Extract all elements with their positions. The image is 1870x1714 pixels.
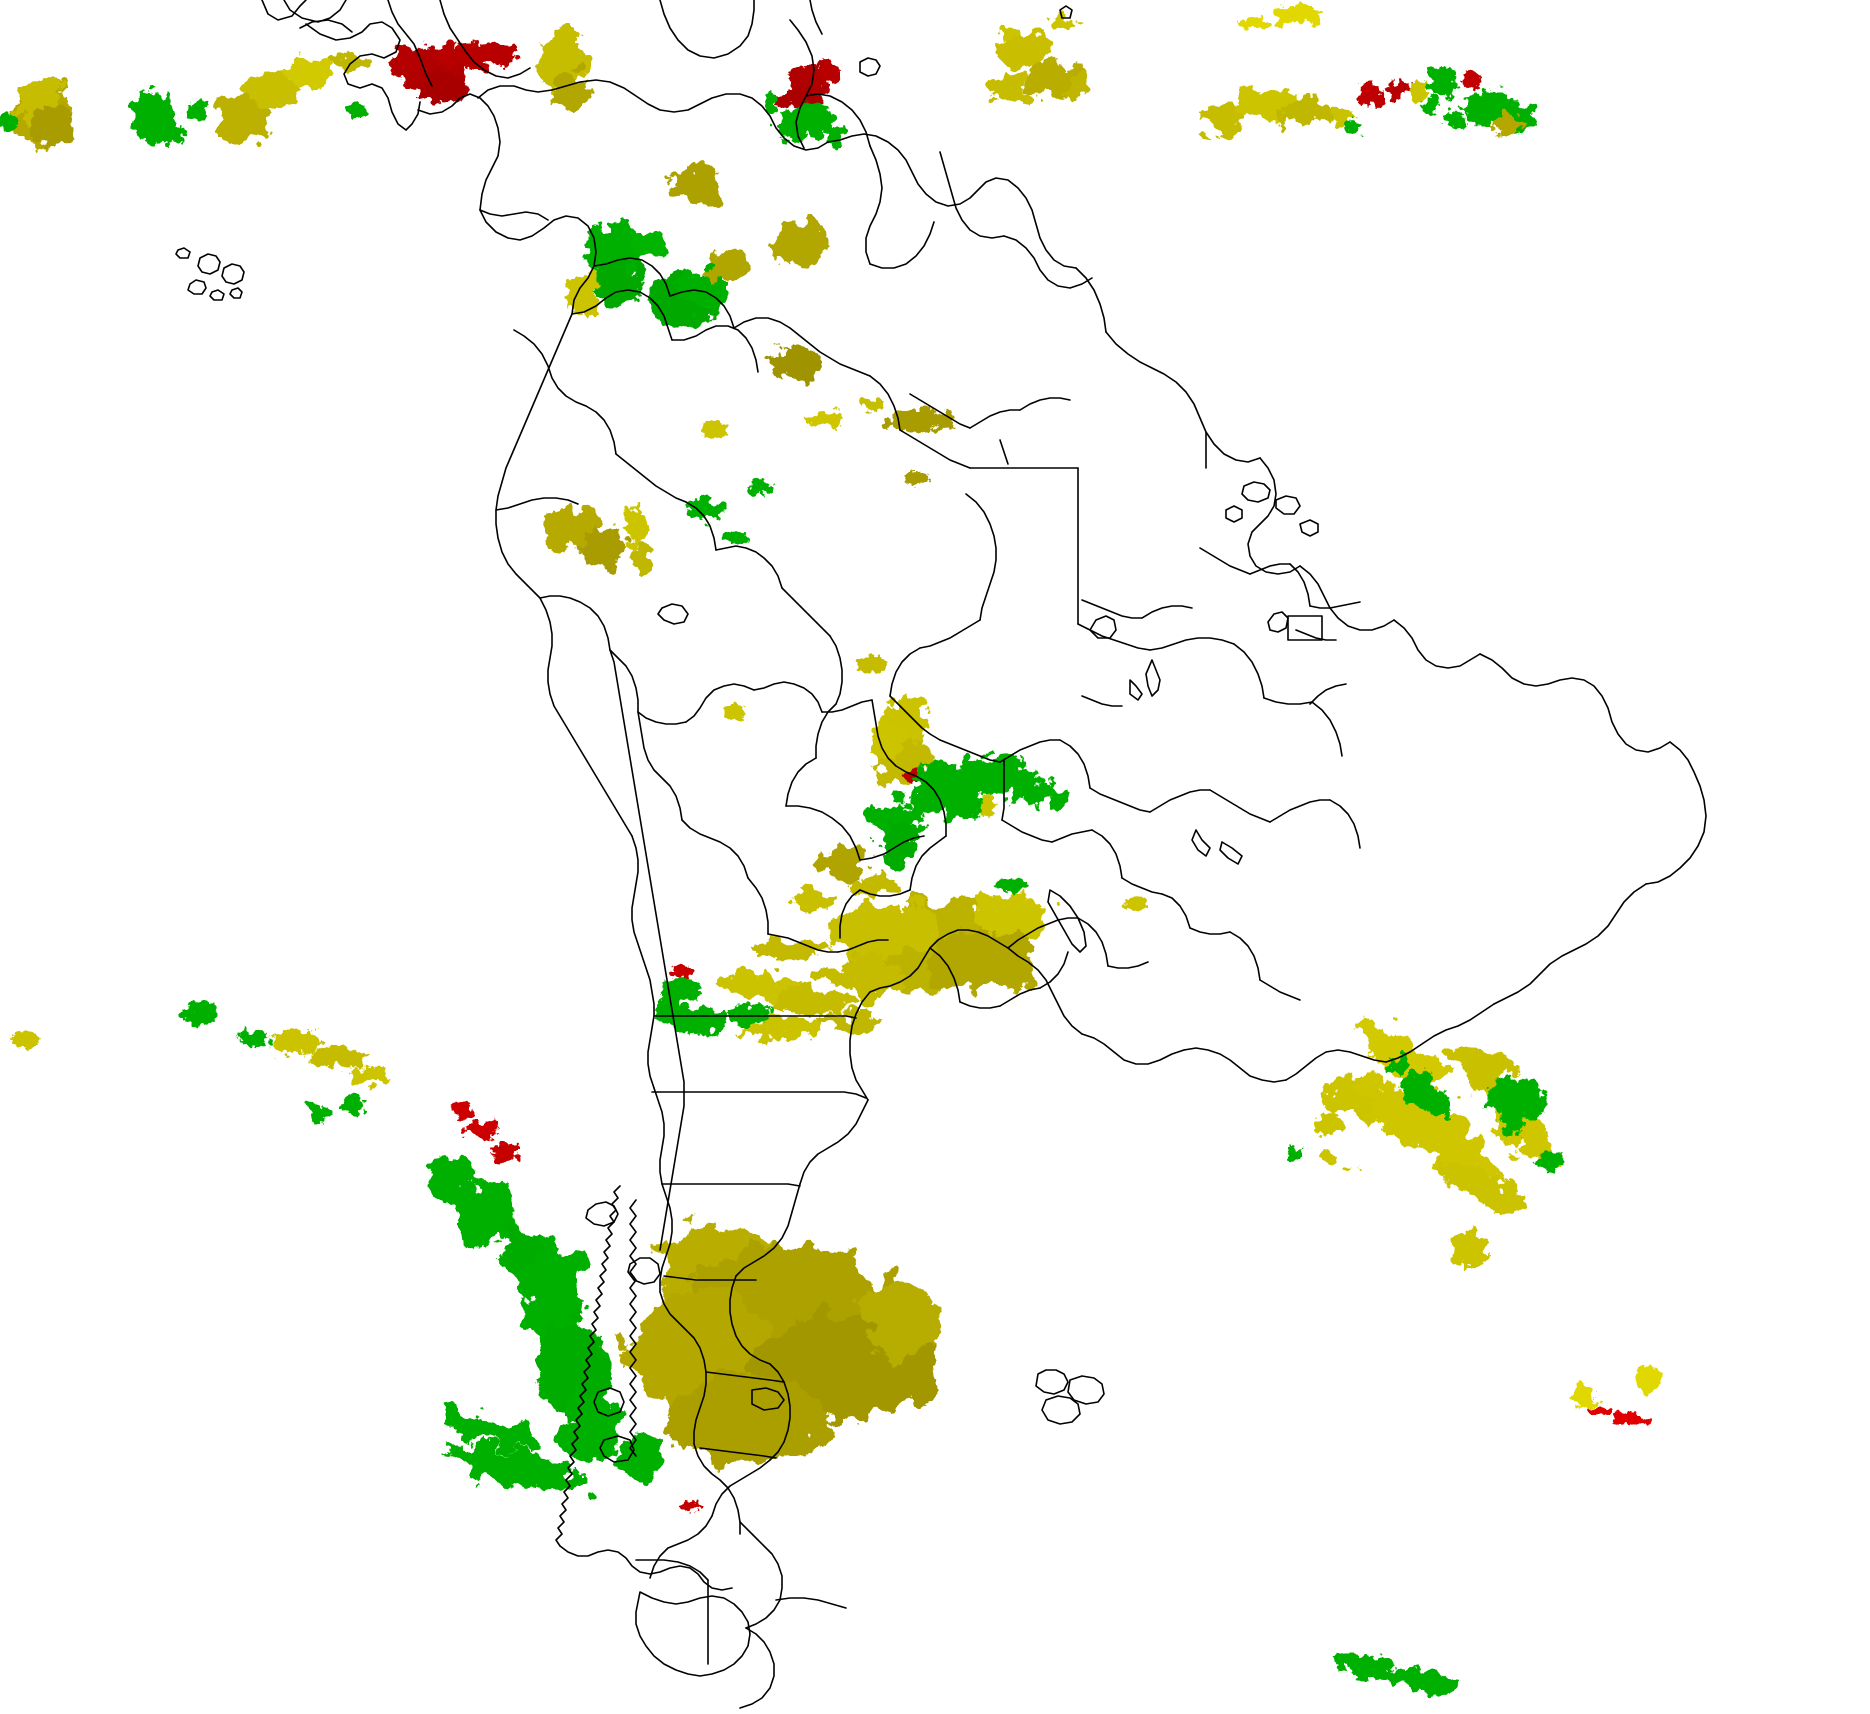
olive-patch-peru-andes bbox=[542, 508, 651, 574]
green-patch-magellan bbox=[433, 1405, 666, 1495]
olive-patch-atlantic-sb-dot bbox=[1123, 896, 1149, 910]
olive-patch-atlantic-ne-1 bbox=[1199, 89, 1354, 133]
red-patch-chile-band bbox=[450, 1102, 519, 1161]
olive-patch-se-atlantic-lower bbox=[1316, 1116, 1490, 1269]
olive-patch-north-amazon bbox=[772, 221, 828, 265]
green-patch-venezuela bbox=[765, 92, 845, 146]
red-patch-venezuela bbox=[776, 60, 838, 106]
olive-patch-amazonas-2 bbox=[806, 397, 954, 432]
olive-patch-caribbean-north bbox=[990, 18, 1090, 101]
olive-patch-santa-catarina-dot bbox=[981, 795, 995, 817]
olive-patch-pacific-nw-chain bbox=[216, 53, 361, 144]
red-patch-panama-colombia bbox=[392, 42, 517, 104]
olive-patch-guyana bbox=[673, 165, 721, 205]
red-patch-tierra-del-fuego bbox=[679, 1501, 701, 1511]
olive-patch-colombia-north bbox=[541, 28, 589, 106]
green-patch-parana-big bbox=[914, 757, 1066, 820]
olive-patch-pampas-bands bbox=[718, 938, 875, 1039]
green-patch-panama-dot bbox=[347, 103, 367, 117]
green-patch-rondonia bbox=[688, 479, 771, 543]
green-patch-pacific-west bbox=[0, 89, 207, 145]
olive-patch-mato-grosso bbox=[856, 656, 888, 672]
olive-patch-para bbox=[904, 471, 932, 485]
green-patch-santa-catarina bbox=[994, 877, 1026, 893]
green-patch-pampas-1 bbox=[656, 980, 770, 1034]
red-patch-pampas bbox=[669, 966, 693, 978]
green-patch-pacific-sw-2 bbox=[239, 1029, 368, 1114]
olive-patch-top-right-edge bbox=[1241, 4, 1322, 30]
red-patch-atlantic-ne-2 bbox=[1462, 71, 1482, 89]
patch-layer bbox=[0, 4, 1658, 1695]
green-patch-atlantic-ne-1 bbox=[1344, 66, 1457, 135]
olive-patch-atlantic-ne-small bbox=[1409, 81, 1427, 103]
green-patch-patagonia-fjords bbox=[523, 1245, 618, 1465]
olive-patch-corrientes bbox=[792, 845, 900, 909]
olive-patch-atlantic-ne-3 bbox=[1494, 115, 1522, 135]
boundary-layer bbox=[176, 0, 1706, 1708]
green-patch-se-atlantic-1 bbox=[1388, 1057, 1451, 1119]
olive-patch-pacific-sw-dot bbox=[11, 1031, 39, 1049]
green-patch-bottom-right bbox=[1335, 1652, 1458, 1695]
olive-patch-roraima bbox=[706, 249, 754, 283]
red-patch-atlantic-ne-1 bbox=[1357, 79, 1411, 107]
olive-patch-acre bbox=[701, 421, 727, 439]
olive-patch-amazonas-1 bbox=[768, 344, 824, 380]
olive-patch-uruguay-big bbox=[820, 893, 1050, 995]
olive-patch-paraguay-north bbox=[724, 703, 746, 721]
red-patch-se-atlantic bbox=[1584, 1405, 1650, 1427]
olive-patch-colombia-sw bbox=[567, 274, 599, 318]
green-patch-pacific-sw-1 bbox=[184, 1002, 218, 1026]
olive-patch-se-atlantic-small bbox=[1569, 1364, 1658, 1408]
olive-patch-pacific-sw-chain bbox=[270, 1031, 386, 1085]
olive-patch-pacific-far-west bbox=[12, 78, 72, 147]
green-patch-se-atlantic-2 bbox=[1288, 1077, 1563, 1170]
